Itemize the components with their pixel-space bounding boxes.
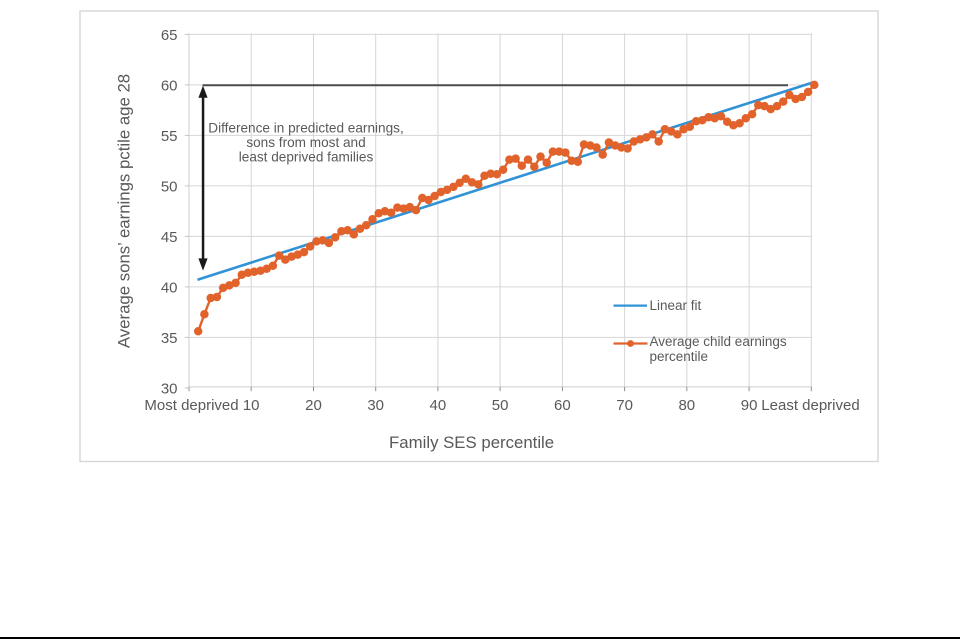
svg-text:Family SES percentile: Family SES percentile xyxy=(389,433,554,452)
svg-text:90: 90 xyxy=(741,397,758,414)
svg-text:35: 35 xyxy=(161,330,178,347)
svg-text:Average sons’ earnings pctile: Average sons’ earnings pctile age 28 xyxy=(114,74,133,348)
svg-text:least deprived families: least deprived families xyxy=(239,150,374,165)
svg-text:80: 80 xyxy=(678,397,695,414)
svg-text:70: 70 xyxy=(616,397,633,414)
svg-text:Most deprived: Most deprived xyxy=(144,397,238,414)
svg-text:Linear fit: Linear fit xyxy=(650,298,702,313)
svg-text:percentile: percentile xyxy=(650,349,709,364)
svg-text:65: 65 xyxy=(161,27,178,44)
svg-text:sons from most and: sons from most and xyxy=(246,135,365,150)
svg-text:55: 55 xyxy=(161,128,178,145)
svg-text:60: 60 xyxy=(554,397,571,414)
svg-text:30: 30 xyxy=(161,380,178,397)
svg-text:Average child earnings: Average child earnings xyxy=(650,334,787,349)
svg-text:45: 45 xyxy=(161,229,178,246)
svg-text:20: 20 xyxy=(305,397,322,414)
svg-text:30: 30 xyxy=(367,397,384,414)
svg-text:60: 60 xyxy=(161,77,178,94)
svg-text:40: 40 xyxy=(430,397,447,414)
svg-text:Difference in predicted earnin: Difference in predicted earnings, xyxy=(208,121,403,136)
svg-text:10: 10 xyxy=(243,397,260,414)
svg-text:Least deprived: Least deprived xyxy=(761,397,859,414)
svg-text:40: 40 xyxy=(161,279,178,296)
svg-text:50: 50 xyxy=(492,397,509,414)
svg-text:50: 50 xyxy=(161,178,178,195)
